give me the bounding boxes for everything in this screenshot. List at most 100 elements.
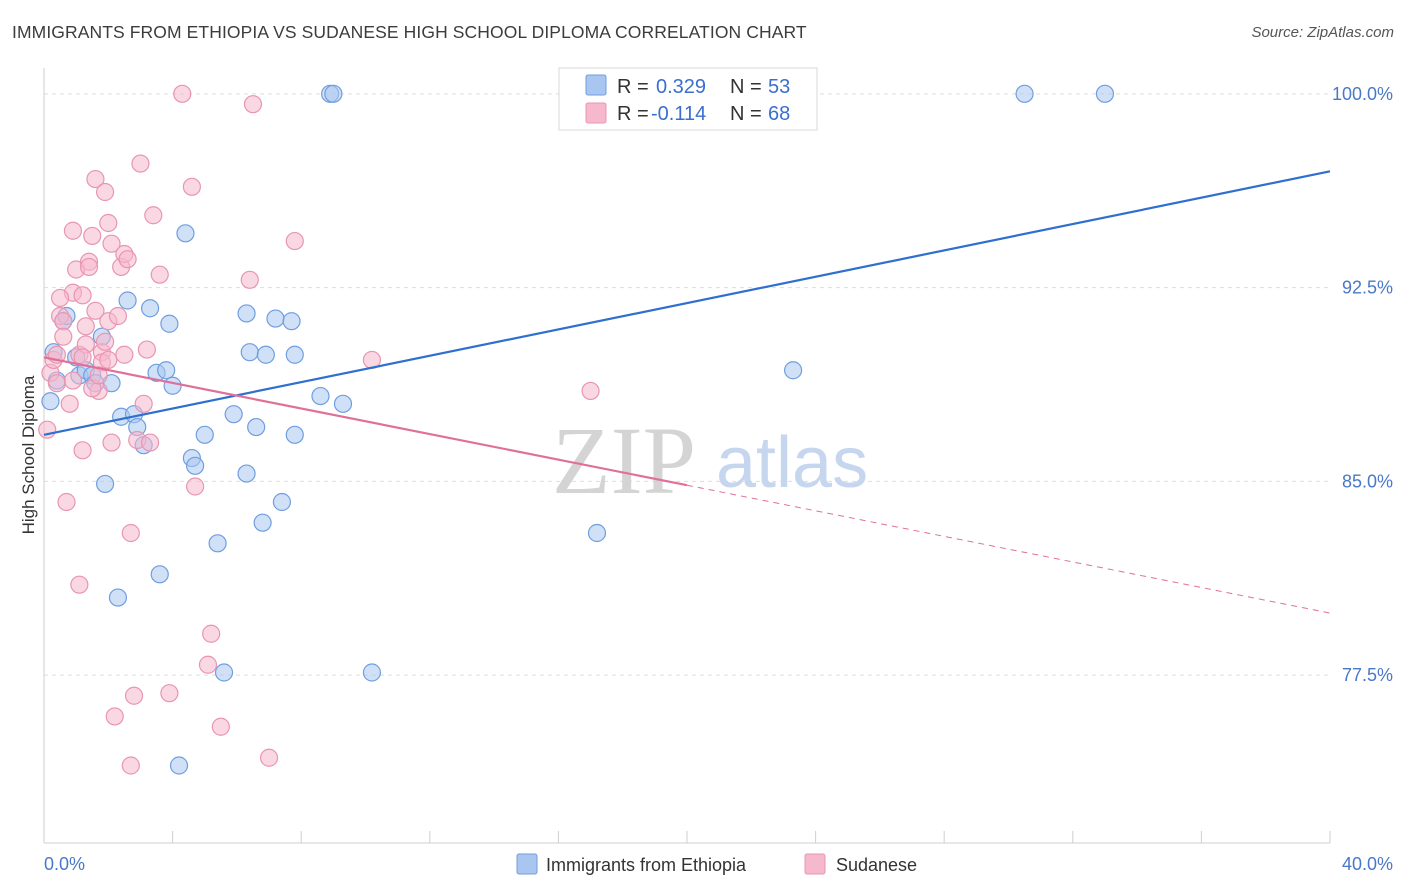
- data-point: [105, 707, 124, 726]
- data-point: [54, 312, 73, 331]
- data-point: [99, 213, 118, 233]
- data-point: [41, 392, 60, 411]
- data-point: [195, 425, 214, 444]
- legend-r-value: -0.114: [651, 103, 706, 125]
- y-tick-label: 100.0%: [1332, 84, 1393, 104]
- data-point: [237, 464, 256, 483]
- bottom-legend-sudanese: Sudanese: [836, 855, 917, 875]
- legend-n-value: 53: [768, 76, 790, 98]
- data-point: [73, 286, 92, 305]
- data-point: [95, 332, 115, 351]
- data-points: [38, 84, 1115, 775]
- data-point: [121, 756, 140, 775]
- data-point: [118, 291, 137, 310]
- legend: R = 0.329 N = 53 R = -0.114 N = 68: [558, 67, 818, 131]
- data-point: [160, 314, 179, 333]
- data-point: [224, 405, 243, 424]
- data-point: [266, 309, 285, 328]
- data-point: [38, 420, 57, 439]
- legend-r-label: R =: [617, 103, 649, 125]
- bottom-legend: Immigrants from Ethiopia Sudanese: [516, 853, 917, 875]
- data-point: [783, 361, 803, 380]
- data-point: [140, 433, 160, 452]
- grid-lines: [44, 93, 1330, 676]
- legend-swatch-blue: [585, 74, 607, 96]
- source-label: Source: ZipAtlas.com: [1251, 24, 1394, 41]
- data-point: [1015, 84, 1034, 103]
- data-point: [282, 312, 301, 331]
- axes: [43, 68, 1331, 844]
- data-point: [118, 250, 137, 269]
- data-point: [50, 288, 70, 308]
- data-point: [285, 231, 304, 251]
- legend-swatch-pink: [585, 102, 607, 124]
- data-point: [211, 717, 230, 736]
- trend-line-extension: [686, 484, 1331, 614]
- data-point: [198, 655, 218, 674]
- data-point: [102, 234, 121, 253]
- trend-line: [43, 170, 1331, 436]
- data-point: [115, 345, 134, 364]
- bottom-legend-ethiopia: Immigrants from Ethiopia: [546, 855, 747, 875]
- data-point: [256, 345, 275, 364]
- data-point: [134, 394, 153, 413]
- data-point: [253, 513, 272, 532]
- data-point: [587, 523, 607, 543]
- data-point: [259, 748, 279, 767]
- x-tick-label: 0.0%: [44, 854, 85, 874]
- data-point: [272, 492, 292, 512]
- data-point: [362, 663, 382, 682]
- data-point: [150, 565, 169, 584]
- data-point: [186, 456, 205, 475]
- data-point: [186, 477, 205, 496]
- chart-title: IMMIGRANTS FROM ETHIOPIA VS SUDANESE HIG…: [12, 22, 807, 42]
- data-point: [108, 588, 128, 607]
- data-point: [163, 376, 182, 395]
- data-point: [243, 95, 263, 114]
- data-point: [182, 177, 201, 196]
- data-point: [150, 265, 169, 284]
- bottom-legend-swatch-blue: [516, 853, 538, 875]
- data-point: [240, 343, 259, 362]
- data-point: [70, 575, 89, 594]
- data-point: [47, 374, 66, 393]
- data-point: [202, 624, 221, 643]
- data-point: [63, 371, 83, 390]
- data-point: [76, 317, 95, 336]
- tick-labels: 77.5% 85.0% 92.5% 100.0% 0.0% 40.0%: [44, 84, 1393, 874]
- data-point: [89, 366, 108, 385]
- data-point: [169, 756, 189, 775]
- legend-n-label: N =: [730, 103, 762, 125]
- trend-line: [43, 356, 688, 487]
- y-tick-label: 92.5%: [1342, 278, 1393, 298]
- data-point: [237, 304, 256, 323]
- data-point: [95, 474, 115, 494]
- data-point: [240, 270, 259, 289]
- x-tick-label: 40.0%: [1342, 854, 1393, 874]
- data-point: [160, 684, 179, 703]
- watermark-atlas: atlas: [716, 423, 868, 503]
- data-point: [57, 492, 76, 512]
- data-point: [60, 394, 79, 413]
- data-point: [247, 417, 266, 437]
- data-point: [73, 441, 92, 460]
- legend-r-label: R =: [617, 76, 649, 98]
- data-point: [333, 394, 353, 413]
- data-point: [108, 306, 128, 326]
- data-point: [214, 663, 234, 682]
- data-point: [1095, 84, 1115, 103]
- data-point: [124, 686, 144, 705]
- data-point: [83, 226, 102, 246]
- data-point: [95, 182, 115, 202]
- data-point: [285, 425, 304, 444]
- y-tick-label: 77.5%: [1342, 665, 1393, 685]
- data-point: [173, 84, 192, 103]
- data-point: [86, 169, 105, 189]
- data-point: [121, 523, 140, 543]
- data-point: [131, 154, 150, 173]
- data-point: [137, 340, 156, 359]
- data-point: [176, 224, 195, 243]
- data-point: [157, 361, 176, 380]
- data-point: [311, 386, 330, 406]
